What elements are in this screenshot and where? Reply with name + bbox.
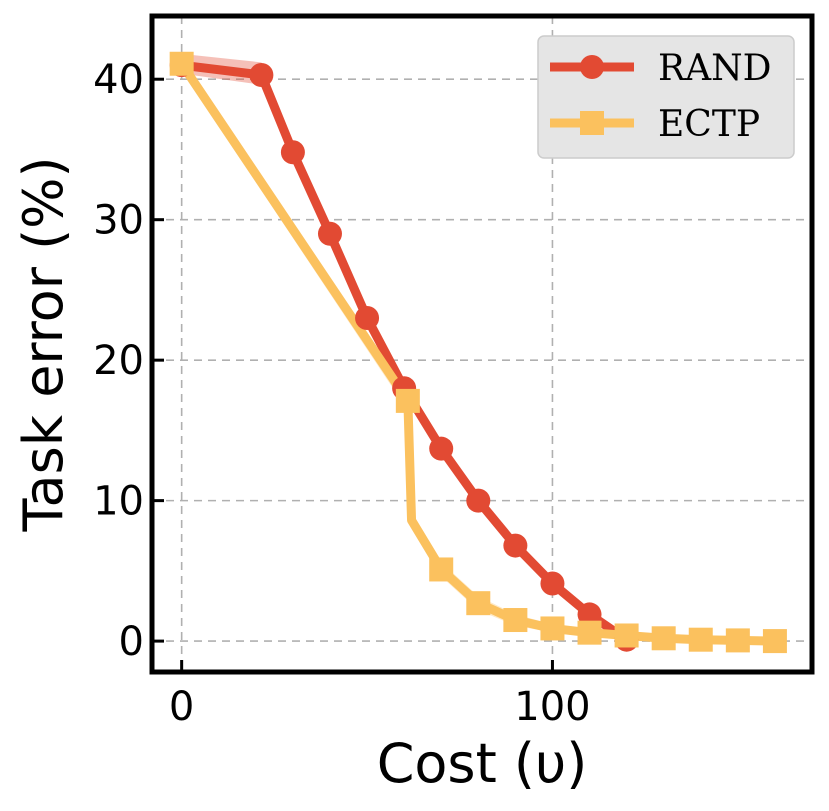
y-tick-label-0: 0	[119, 619, 144, 665]
legend-ectp-marker	[580, 111, 604, 135]
rand-point-3	[317, 221, 342, 246]
y-tick-label-3: 30	[93, 198, 144, 244]
ectp-point-10	[688, 627, 713, 652]
ectp-point-9	[651, 626, 676, 651]
axis-ticks: 0 100 0 10 20 30 40	[93, 57, 591, 730]
y-axis-title: Task error (%)	[12, 156, 75, 532]
x-tick-label-0: 0	[169, 684, 194, 730]
ectp-point-3	[429, 557, 454, 582]
y-tick-label-4: 40	[93, 57, 144, 103]
rand-point-7	[466, 488, 491, 513]
ectp-point-8	[614, 623, 639, 648]
rand-point-1	[249, 62, 274, 87]
legend-ectp-label: ECTP	[658, 104, 760, 145]
rand-point-9	[540, 571, 565, 596]
ectp-point-6	[540, 616, 565, 641]
x-axis-title: Cost (υ)	[377, 732, 588, 795]
ectp-point-7	[577, 620, 602, 645]
ectp-point-11	[725, 628, 750, 653]
rand-point-2	[280, 140, 305, 165]
ectp-point-12	[762, 629, 787, 654]
x-tick-label-1: 100	[514, 684, 590, 730]
series-markers	[169, 51, 787, 654]
ectp-point-0	[169, 51, 194, 76]
ectp-point-4	[466, 591, 491, 616]
rand-point-6	[429, 436, 454, 461]
rand-point-8	[503, 533, 528, 558]
y-tick-label-1: 10	[93, 479, 144, 525]
rand-point-10	[577, 602, 602, 627]
ectp-point-5	[503, 608, 528, 633]
legend-rand-label: RAND	[658, 48, 771, 89]
rand-point-4	[355, 306, 380, 331]
plot-frame	[149, 13, 815, 675]
ectp-point-1	[395, 388, 420, 413]
y-tick-label-2: 20	[93, 338, 144, 384]
legend-rand-marker	[580, 55, 604, 79]
legend: RAND ECTP	[537, 35, 795, 159]
